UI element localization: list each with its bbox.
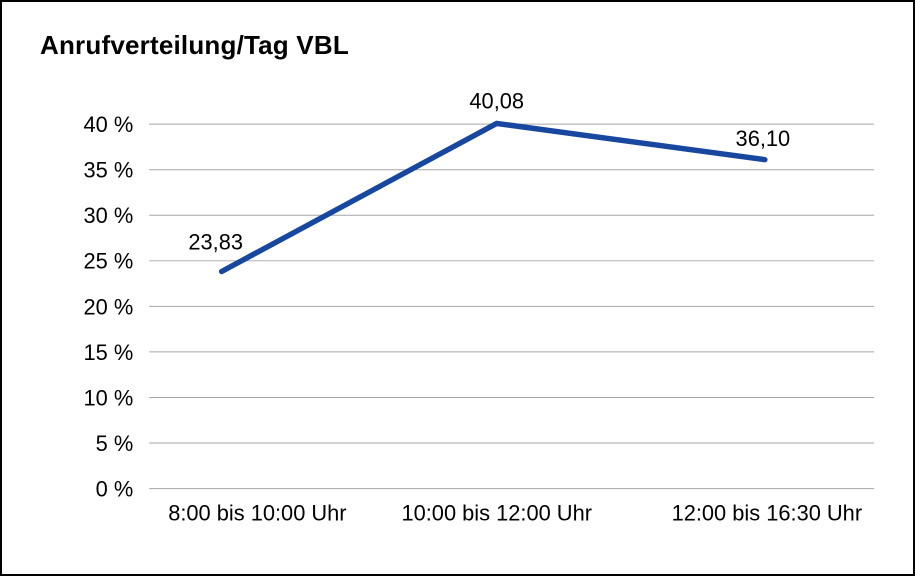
y-axis-tick-label: 0 % — [96, 477, 134, 502]
series-line — [218, 120, 768, 275]
y-axis-tick-label: 30 % — [84, 203, 134, 228]
y-axis-tick-label: 35 % — [84, 158, 134, 183]
data-point-label: 36,10 — [736, 126, 791, 151]
x-axis-label: 10:00 bis 12:00 Uhr — [401, 500, 592, 525]
chart-title: Anrufverteilung/Tag VBL — [40, 30, 349, 60]
y-axis-tick-label: 40 % — [84, 112, 134, 137]
data-point-label: 23,83 — [188, 230, 243, 255]
y-axis-tick-label: 10 % — [84, 385, 134, 410]
y-axis-tick-label: 25 % — [84, 249, 134, 274]
x-axis-label: 8:00 bis 10:00 Uhr — [168, 500, 346, 525]
x-axis-label: 12:00 bis 16:30 Uhr — [672, 500, 863, 525]
y-axis-tick-label: 15 % — [84, 340, 134, 365]
y-axis-tick-label: 5 % — [96, 431, 134, 456]
y-axis-tick-label: 20 % — [84, 294, 134, 319]
data-point-label: 40,08 — [469, 89, 524, 114]
